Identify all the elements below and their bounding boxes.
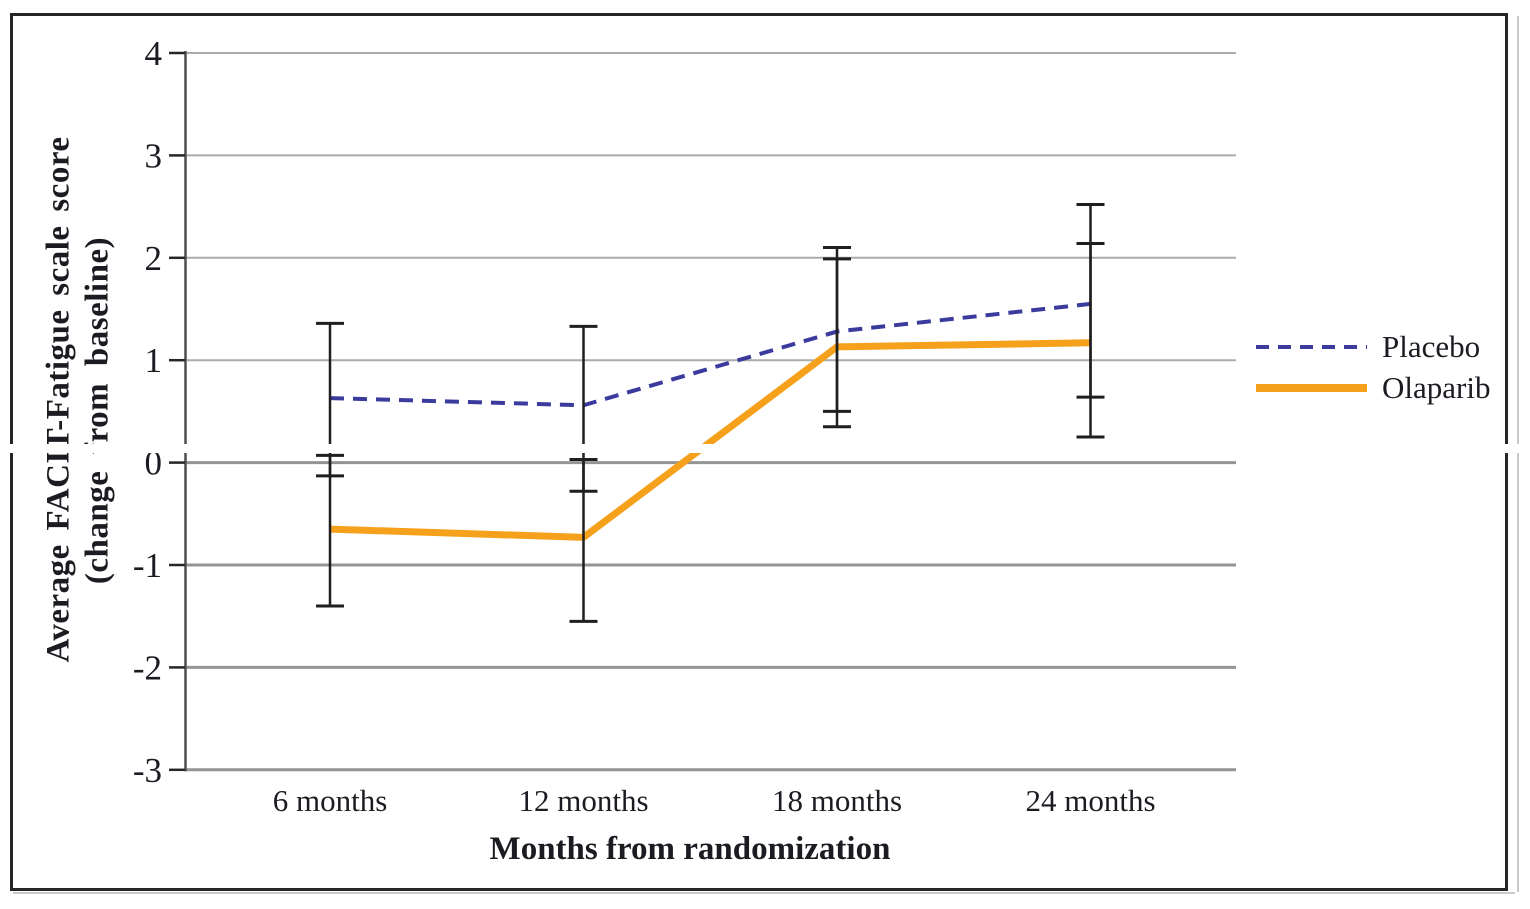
scan-ghost-vertical-line (1517, 16, 1519, 892)
y-tick-label: -3 (133, 751, 162, 790)
olaparib-error-bar (1076, 241, 1105, 439)
legend-item-placebo: Placebo (1256, 330, 1490, 364)
y-axis-title-line1: Average FACIT-Fatigue scale score (40, 136, 77, 663)
y-tick-label: 3 (145, 136, 163, 175)
placebo-line (329, 301, 1091, 408)
scan-ghost-horizontal-line (13, 892, 1515, 894)
olaparib-error-bar (569, 458, 598, 623)
y-tick-label: 0 (145, 444, 163, 483)
legend: Placebo Olaparib (1256, 330, 1490, 412)
y-tick-label: 4 (145, 34, 163, 73)
y-tick-label: 1 (145, 341, 163, 380)
olaparib-error-bar (823, 257, 851, 429)
x-tick-label: 6 months (273, 783, 388, 818)
legend-item-olaparib: Olaparib (1256, 371, 1490, 405)
legend-label-placebo: Placebo (1382, 329, 1481, 364)
y-tick-label: 2 (145, 239, 163, 278)
x-tick-label: 12 months (518, 783, 648, 818)
y-tick-label: -2 (133, 648, 162, 687)
y-axis-title-line2: (change from baseline) (79, 236, 116, 585)
y-tick-label: -1 (133, 546, 162, 585)
stitch-seam (0, 444, 1530, 453)
olaparib-line (329, 339, 1091, 541)
legend-label-olaparib: Olaparib (1382, 370, 1491, 405)
x-tick-label: 24 months (1025, 783, 1155, 818)
placebo-dashed-line-swatch (1256, 345, 1367, 349)
x-tick-label: 18 months (772, 783, 902, 818)
olaparib-error-bar (316, 453, 344, 608)
x-axis-title: Months from randomization (489, 831, 891, 867)
olaparib-solid-line-swatch (1256, 384, 1367, 392)
